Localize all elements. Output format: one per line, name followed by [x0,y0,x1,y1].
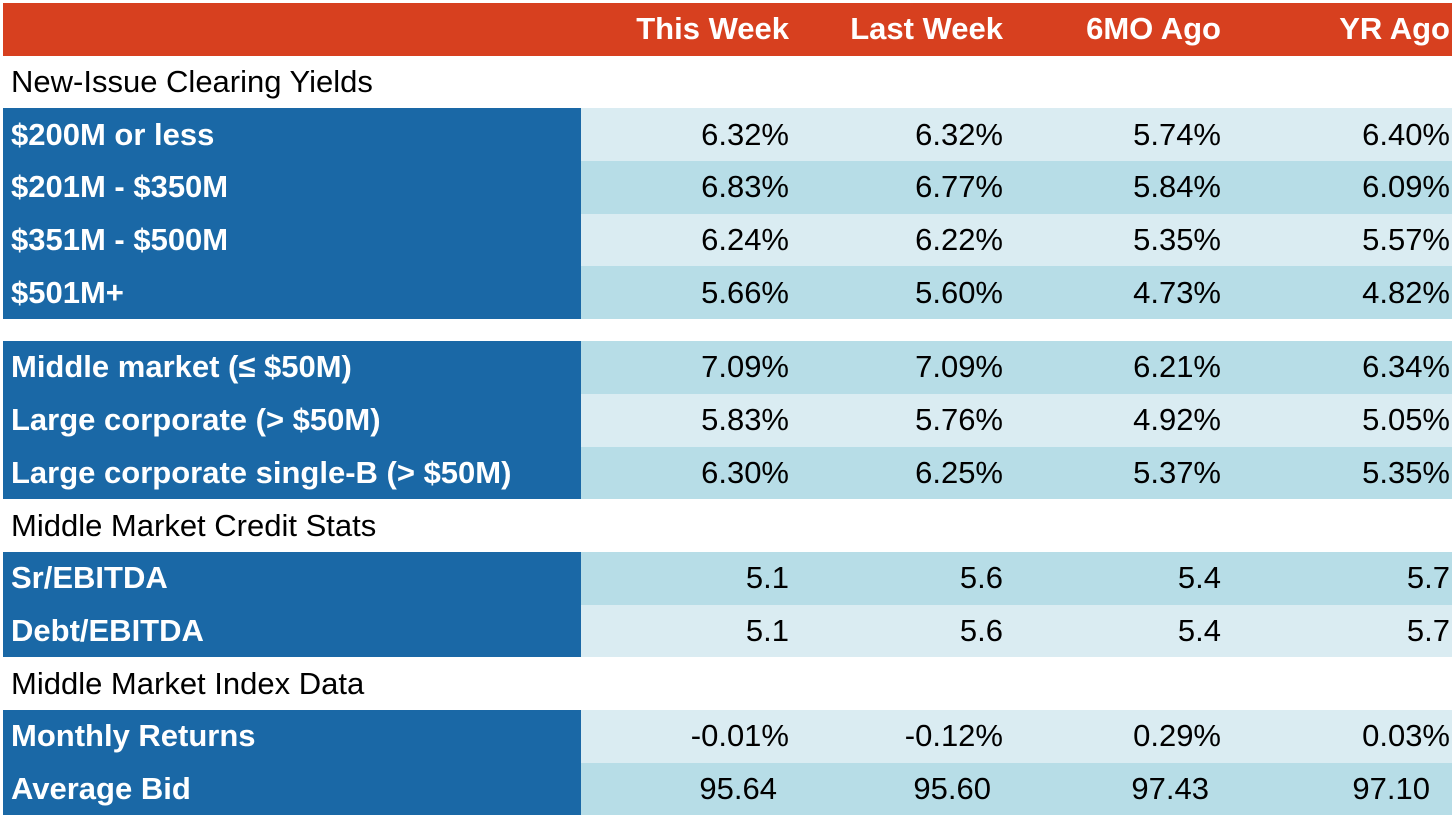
value-cell: 6.22% [915,222,1003,258]
table-row: Middle market (≤ $50M) 7.09% 7.09% 6.21%… [3,341,1452,394]
table-row: Average Bid 95.64 95.60 97.43 97.10 [3,762,1452,816]
value-cell: 5.7 [1406,560,1450,596]
row-label: Debt/EBITDA [3,604,581,658]
row-label: Large corporate (> $50M) [3,393,581,447]
section-title-clearing: New-Issue Clearing Yields [3,55,1452,109]
row-values: 6.83% 6.77% 5.84% 6.09% [581,161,1452,214]
value-cell: 6.32% [701,116,789,152]
row-values: 5.1 5.6 5.4 5.7 [581,604,1452,658]
section-title-index: Middle Market Index Data [3,657,1452,710]
value-cell: 6.40% [1362,116,1450,152]
value-cell: 6.32% [915,116,1003,152]
col-header-6mo-ago: 6MO Ago [1086,11,1221,47]
row-values: 6.24% 6.22% 5.35% 5.57% [581,213,1452,267]
row-label: Sr/EBITDA [3,551,581,605]
value-cell: 5.76% [915,402,1003,438]
row-values: 5.83% 5.76% 4.92% 5.05% [581,393,1452,447]
value-cell: 5.35% [1133,222,1221,258]
row-label: $200M or less [3,108,581,162]
row-label: Monthly Returns [3,709,581,763]
table-row: $351M - $500M 6.24% 6.22% 5.35% 5.57% [3,213,1452,267]
value-cell: 6.30% [701,454,789,490]
yield-table: This Week Last Week 6MO Ago YR Ago New-I… [3,3,1452,816]
row-values: 6.32% 6.32% 5.74% 6.40% [581,108,1452,162]
row-label: Large corporate single-B (> $50M) [3,446,581,500]
row-spacer [3,319,1452,342]
value-cell: 5.6 [959,612,1003,648]
row-values: 5.66% 5.60% 4.73% 4.82% [581,266,1452,320]
value-cell: 95.64 [699,770,777,806]
col-header-last-week: Last Week [850,11,1003,47]
col-header-this-week: This Week [636,11,789,47]
value-cell: 6.09% [1362,169,1450,205]
value-cell: 4.82% [1362,274,1450,310]
value-cell: 4.73% [1133,274,1221,310]
value-cell: 97.43 [1131,770,1209,806]
row-label: Middle market (≤ $50M) [3,341,581,394]
col-header-yr-ago: YR Ago [1339,11,1450,47]
value-cell: 6.34% [1362,349,1450,385]
value-cell: 5.6 [959,560,1003,596]
header-row: This Week Last Week 6MO Ago YR Ago [3,3,1452,56]
value-cell: 6.21% [1133,349,1221,385]
value-cell: 7.09% [701,349,789,385]
value-cell: 5.7 [1406,612,1450,648]
value-cell: 7.09% [915,349,1003,385]
value-cell: 5.60% [915,274,1003,310]
spacer-left [3,319,581,342]
row-values: 5.1 5.6 5.4 5.7 [581,551,1452,605]
row-values: 95.64 95.60 97.43 97.10 [581,762,1452,816]
value-cell: 0.29% [1133,718,1221,754]
table-row: Monthly Returns -0.01% -0.12% 0.29% 0.03… [3,709,1452,763]
value-cell: 5.05% [1362,402,1450,438]
value-cell: 5.57% [1362,222,1450,258]
value-cell: 6.24% [701,222,789,258]
table-row: Large corporate (> $50M) 5.83% 5.76% 4.9… [3,393,1452,447]
row-values: 7.09% 7.09% 6.21% 6.34% [581,341,1452,394]
value-cell: 5.4 [1177,560,1221,596]
value-cell: 5.74% [1133,116,1221,152]
value-cell: 5.4 [1177,612,1221,648]
value-cell: 5.66% [701,274,789,310]
table-row: Sr/EBITDA 5.1 5.6 5.4 5.7 [3,551,1452,605]
value-cell: 5.35% [1362,454,1450,490]
value-cell: 4.92% [1133,402,1221,438]
table-row: $201M - $350M 6.83% 6.77% 5.84% 6.09% [3,161,1452,214]
value-cell: 5.1 [745,560,789,596]
table-row: $200M or less 6.32% 6.32% 5.74% 6.40% [3,108,1452,162]
row-label: Average Bid [3,762,581,816]
row-label: $351M - $500M [3,213,581,267]
row-values: 6.30% 6.25% 5.37% 5.35% [581,446,1452,500]
row-values: -0.01% -0.12% 0.29% 0.03% [581,709,1452,763]
value-cell: 5.84% [1133,169,1221,205]
value-cell: 5.1 [745,612,789,648]
value-cell: -0.12% [904,718,1003,754]
table-row: Large corporate single-B (> $50M) 6.30% … [3,446,1452,500]
section-title-credit: Middle Market Credit Stats [3,499,1452,552]
row-label: $501M+ [3,266,581,320]
value-cell: 6.83% [701,169,789,205]
spacer-right [581,319,1452,342]
value-cell: 0.03% [1362,718,1450,754]
value-cell: 5.37% [1133,454,1221,490]
row-label: $201M - $350M [3,161,581,214]
table-row: Debt/EBITDA 5.1 5.6 5.4 5.7 [3,604,1452,658]
table-row: $501M+ 5.66% 5.60% 4.73% 4.82% [3,266,1452,320]
value-cell: 6.25% [915,454,1003,490]
value-cell: 6.77% [915,169,1003,205]
value-cell: 95.60 [913,770,991,806]
value-cell: 5.83% [701,402,789,438]
value-cell: -0.01% [690,718,789,754]
value-cell: 97.10 [1352,770,1430,806]
